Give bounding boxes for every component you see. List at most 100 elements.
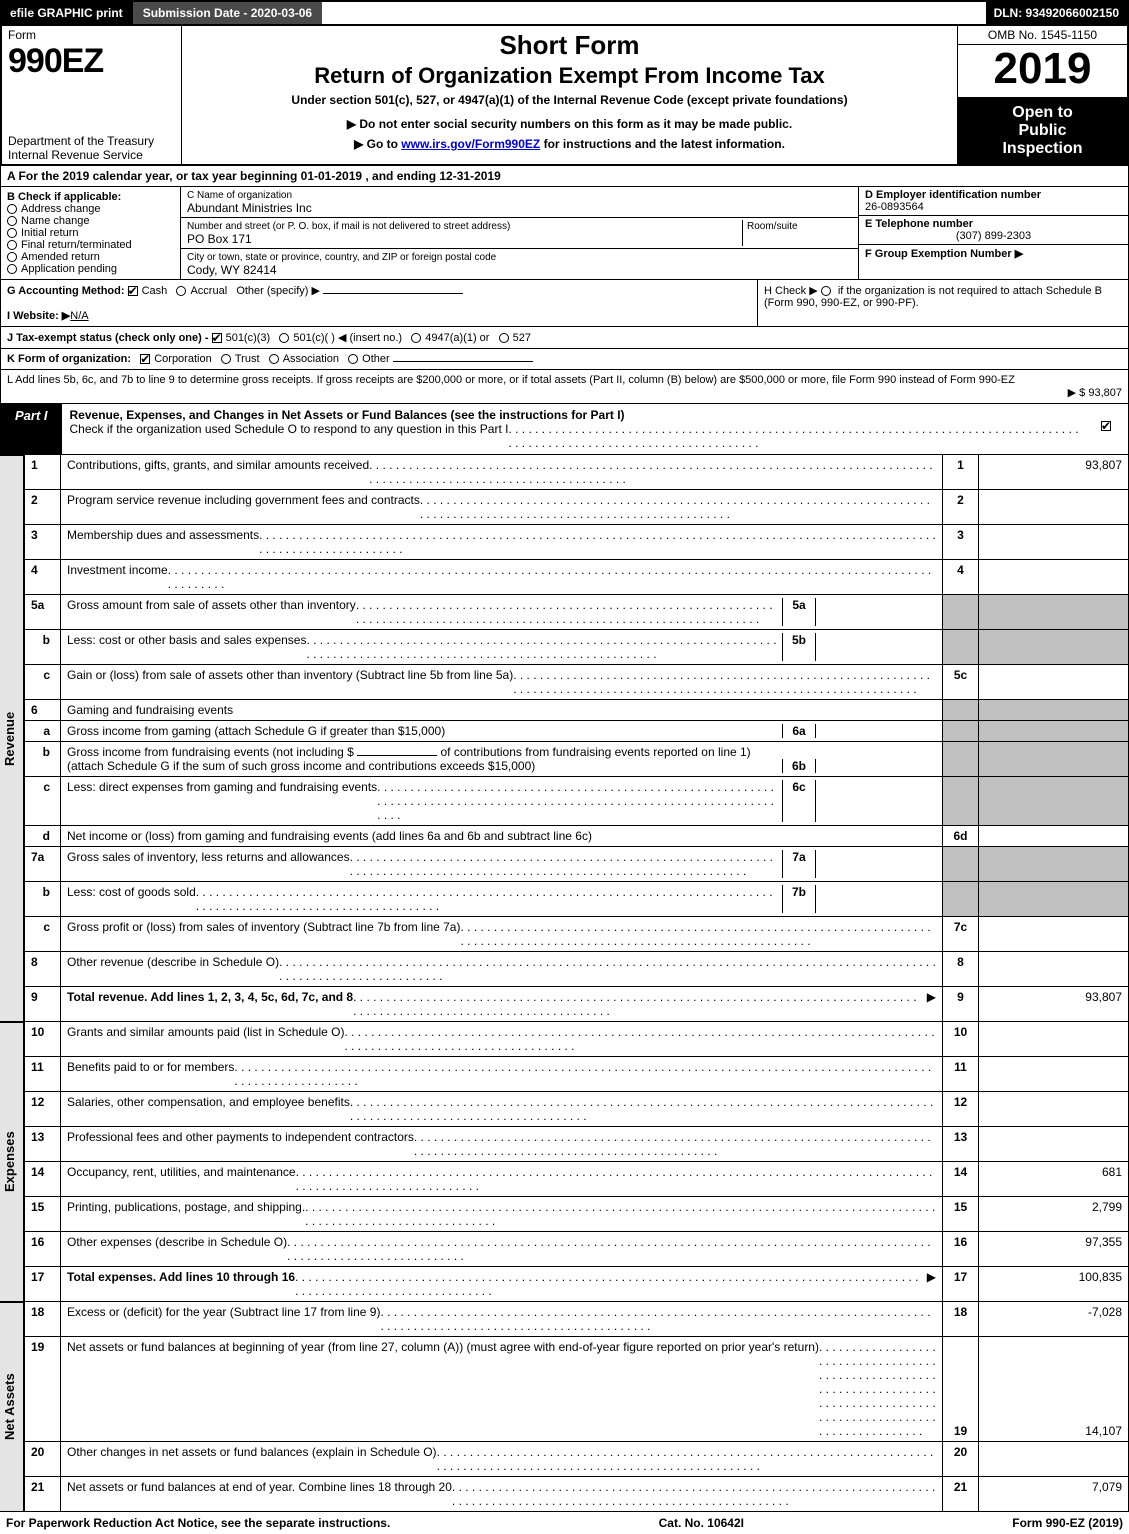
row-g-h: G Accounting Method: Cash Accrual Other … <box>0 280 1129 327</box>
d-label: D Employer identification number <box>865 189 1041 201</box>
line-6c: cLess: direct expenses from gaming and f… <box>25 777 1129 826</box>
line-16: 16Other expenses (describe in Schedule O… <box>25 1232 1129 1267</box>
line-12: 12Salaries, other compensation, and empl… <box>25 1092 1129 1127</box>
header-left: Form 990EZ Department of the Treasury In… <box>2 26 182 164</box>
net-assets-tab: Net Assets <box>0 1302 24 1512</box>
line-6a: aGross income from gaming (attach Schedu… <box>25 721 1129 742</box>
irs-link[interactable]: www.irs.gov/Form990EZ <box>401 137 540 151</box>
net-assets-section: Net Assets 18Excess or (deficit) for the… <box>0 1302 1129 1512</box>
g-cell: G Accounting Method: Cash Accrual Other … <box>1 280 758 326</box>
expenses-table: 10Grants and similar amounts paid (list … <box>24 1022 1129 1302</box>
line-11: 11Benefits paid to or for members11 <box>25 1057 1129 1092</box>
open-line1: Open to <box>964 104 1121 122</box>
header-center: Short Form Return of Organization Exempt… <box>182 26 957 164</box>
line-7c: cGross profit or (loss) from sales of in… <box>25 917 1129 952</box>
lbl-association: Association <box>283 353 339 365</box>
row-k: K Form of organization: Corporation Trus… <box>0 349 1129 370</box>
chk-4947[interactable] <box>411 333 421 343</box>
link-post: for instructions and the latest informat… <box>540 137 785 151</box>
line-4: 4Investment income4 <box>25 560 1129 595</box>
l-text: L Add lines 5b, 6c, and 7b to line 9 to … <box>7 374 1015 386</box>
page-footer: For Paperwork Reduction Act Notice, see … <box>0 1512 1129 1534</box>
line-5b: bLess: cost or other basis and sales exp… <box>25 630 1129 665</box>
identity-block: B Check if applicable: Address change Na… <box>0 187 1129 280</box>
lbl-final-return: Final return/terminated <box>21 239 132 251</box>
part1-title-text: Revenue, Expenses, and Changes in Net As… <box>70 408 625 422</box>
lbl-application-pending: Application pending <box>21 263 117 275</box>
header-right: OMB No. 1545-1150 2019 Open to Public In… <box>957 26 1127 164</box>
title-short-form: Short Form <box>192 30 947 61</box>
chk-application-pending[interactable] <box>7 264 17 274</box>
chk-cash[interactable] <box>128 286 138 296</box>
chk-amended-return[interactable] <box>7 252 17 262</box>
net-assets-table: 18Excess or (deficit) for the year (Subt… <box>24 1302 1129 1512</box>
g-label: G Accounting Method: <box>7 285 125 297</box>
lbl-501c: 501(c)( ) ◀ (insert no.) <box>293 332 402 344</box>
footer-mid: Cat. No. 10642I <box>659 1516 744 1530</box>
efile-label[interactable]: efile GRAPHIC print <box>2 2 131 24</box>
addr-value: PO Box 171 <box>187 232 252 246</box>
line-6d: dNet income or (loss) from gaming and fu… <box>25 826 1129 847</box>
chk-501c3[interactable] <box>212 333 222 343</box>
chk-address-change[interactable] <box>7 204 17 214</box>
link-pre: ▶ Go to <box>354 137 401 151</box>
lbl-527: 527 <box>513 332 531 344</box>
lbl-4947: 4947(a)(1) or <box>425 332 489 344</box>
section-b-checkboxes: B Check if applicable: Address change Na… <box>1 187 181 279</box>
open-line2: Public <box>964 122 1121 140</box>
line-3: 3Membership dues and assessments3 <box>25 525 1129 560</box>
line-19: 19Net assets or fund balances at beginni… <box>25 1337 1129 1442</box>
line-14: 14Occupancy, rent, utilities, and mainte… <box>25 1162 1129 1197</box>
org-name: Abundant Ministries Inc <box>187 201 312 215</box>
line-10: 10Grants and similar amounts paid (list … <box>25 1022 1129 1057</box>
subtitle: Under section 501(c), 527, or 4947(a)(1)… <box>192 93 947 107</box>
chk-name-change[interactable] <box>7 216 17 226</box>
line-18: 18Excess or (deficit) for the year (Subt… <box>25 1302 1129 1337</box>
chk-trust[interactable] <box>221 354 231 364</box>
ein-value: 26-0893564 <box>865 201 924 213</box>
chk-527[interactable] <box>499 333 509 343</box>
row-j: J Tax-exempt status (check only one) - 5… <box>0 327 1129 349</box>
line-5c: cGain or (loss) from sale of assets othe… <box>25 665 1129 700</box>
chk-corporation[interactable] <box>140 354 150 364</box>
note-link: ▶ Go to www.irs.gov/Form990EZ for instru… <box>192 137 947 151</box>
section-d-e-f: D Employer identification number 26-0893… <box>858 187 1128 279</box>
lbl-accrual: Accrual <box>190 285 227 297</box>
h-cell: H Check ▶ if the organization is not req… <box>758 280 1128 326</box>
line-13: 13Professional fees and other payments t… <box>25 1127 1129 1162</box>
omb-number: OMB No. 1545-1150 <box>958 26 1127 45</box>
line-5a: 5aGross amount from sale of assets other… <box>25 595 1129 630</box>
row-l: L Add lines 5b, 6c, and 7b to line 9 to … <box>0 370 1129 404</box>
chk-501c[interactable] <box>279 333 289 343</box>
title-return: Return of Organization Exempt From Incom… <box>192 63 947 89</box>
revenue-table: 1Contributions, gifts, grants, and simil… <box>24 455 1129 1022</box>
chk-association[interactable] <box>269 354 279 364</box>
line-7b: bLess: cost of goods sold7b <box>25 882 1129 917</box>
chk-schedule-b[interactable] <box>821 286 831 296</box>
lbl-501c3: 501(c)(3) <box>226 332 271 344</box>
j-label: J Tax-exempt status (check only one) - <box>7 332 212 344</box>
line-1: 1Contributions, gifts, grants, and simil… <box>25 455 1129 490</box>
i-label: I Website: ▶ <box>7 310 70 322</box>
lbl-corporation: Corporation <box>154 353 211 365</box>
chk-schedule-o[interactable] <box>1101 421 1111 431</box>
city-label: City or town, state or province, country… <box>187 252 496 263</box>
line-2: 2Program service revenue including gover… <box>25 490 1129 525</box>
open-inspection: Open to Public Inspection <box>958 98 1127 164</box>
lbl-other: Other (specify) ▶ <box>236 285 320 297</box>
chk-accrual[interactable] <box>176 286 186 296</box>
dept-treasury: Department of the Treasury <box>8 134 154 148</box>
chk-initial-return[interactable] <box>7 228 17 238</box>
lbl-initial-return: Initial return <box>21 227 78 239</box>
b-header: B Check if applicable: <box>7 191 174 203</box>
k-label: K Form of organization: <box>7 353 131 365</box>
other-org-input[interactable] <box>393 361 533 362</box>
chk-final-return[interactable] <box>7 240 17 250</box>
line-15: 15Printing, publications, postage, and s… <box>25 1197 1129 1232</box>
other-input[interactable] <box>323 293 463 294</box>
line-21: 21Net assets or fund balances at end of … <box>25 1477 1129 1512</box>
lbl-trust: Trust <box>235 353 260 365</box>
part1-header: Part I Revenue, Expenses, and Changes in… <box>0 404 1129 455</box>
chk-other-org[interactable] <box>348 354 358 364</box>
website-value: N/A <box>70 310 88 322</box>
